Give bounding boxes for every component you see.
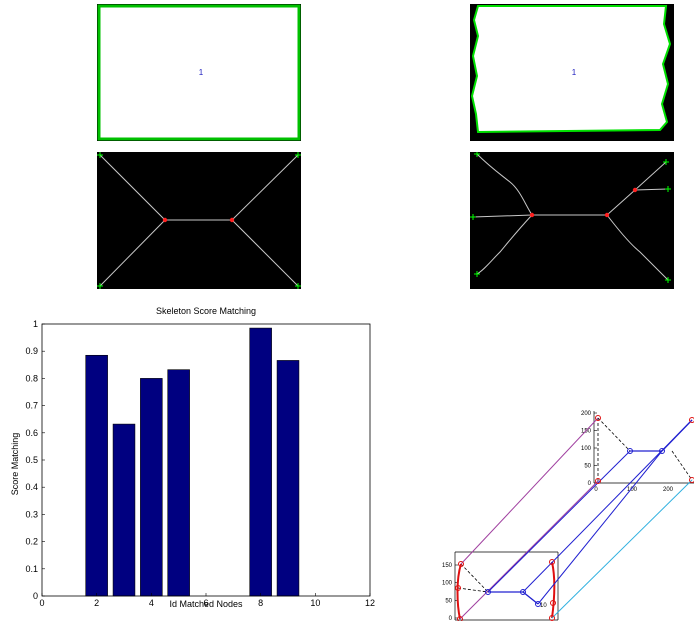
- y-tick-label: 0.5: [25, 455, 38, 465]
- lower-axes: [454, 551, 559, 621]
- y-tick-label: 0.6: [25, 428, 38, 438]
- bar: [112, 423, 136, 597]
- y-tick-label: 0.3: [25, 509, 38, 519]
- x-axis-label: Id Matched Nodes: [169, 599, 243, 609]
- y-tick-label: 50: [584, 464, 591, 470]
- y-tick-label: 150: [581, 429, 592, 435]
- x-tick-label: 12: [365, 598, 375, 608]
- bar: [85, 354, 108, 597]
- y-tick-label: 0: [588, 481, 592, 487]
- x-tick-label: 200: [663, 487, 674, 493]
- x-tick-label: 100: [627, 487, 638, 493]
- endpoint-marker: [470, 152, 671, 283]
- endpoint-marker: [97, 152, 301, 289]
- lower-graph-red: [456, 561, 556, 620]
- bar: [276, 360, 300, 597]
- region-image-right: 1: [470, 4, 674, 141]
- chart-title: Skeleton Score Matching: [156, 306, 256, 316]
- y-tick-label: 0.1: [25, 564, 38, 574]
- x-tick-label: 0: [594, 487, 598, 493]
- bar: [249, 327, 272, 597]
- bar: [167, 369, 190, 597]
- bar: [140, 378, 163, 597]
- region-label: 1: [572, 68, 577, 77]
- y-axis-label: Score Matching: [10, 433, 20, 496]
- lower-graph-blue: [488, 591, 539, 605]
- skeleton-image-right: [470, 152, 674, 289]
- y-tick-label: 0: [449, 616, 453, 621]
- y-tick-label: 200: [581, 411, 592, 417]
- x-tick-label: 4: [149, 598, 154, 608]
- skeleton-score-chart: Skeleton Score Matching Score Matching I…: [10, 306, 375, 609]
- upper-axes: [593, 411, 694, 484]
- y-tick-label: 0.2: [25, 537, 38, 547]
- matching-lines: [459, 417, 693, 620]
- y-tick-label: 0.7: [25, 401, 38, 411]
- upper-graph-blue: [630, 419, 693, 452]
- junction-node: [529, 187, 638, 218]
- node-label: 10: [540, 603, 547, 609]
- skeleton-image-left: [97, 152, 301, 289]
- graph-node: [455, 415, 694, 621]
- x-tick-label: 0: [39, 598, 44, 608]
- y-tick-label: 100: [581, 446, 592, 452]
- upper-graph-edges: [597, 417, 693, 481]
- y-tick-label: 0.4: [25, 482, 38, 492]
- x-tick-label: 8: [258, 598, 263, 608]
- y-tick-label: 50: [445, 598, 452, 604]
- y-tick-label: 0.9: [25, 346, 38, 356]
- y-tick-label: 150: [442, 563, 453, 569]
- region-label: 1: [199, 68, 204, 77]
- y-tick-label: 1: [33, 319, 38, 329]
- region-image-left: 1: [97, 4, 301, 141]
- x-tick-label: 2: [94, 598, 99, 608]
- y-tick-label: 100: [442, 581, 453, 587]
- y-tick-label: 0.8: [25, 373, 38, 383]
- junction-node: [162, 217, 235, 223]
- x-tick-label: 10: [310, 598, 320, 608]
- y-tick-label: 0: [33, 591, 38, 601]
- x-tick-label: 6: [203, 598, 208, 608]
- lower-graph-edges: [457, 563, 539, 605]
